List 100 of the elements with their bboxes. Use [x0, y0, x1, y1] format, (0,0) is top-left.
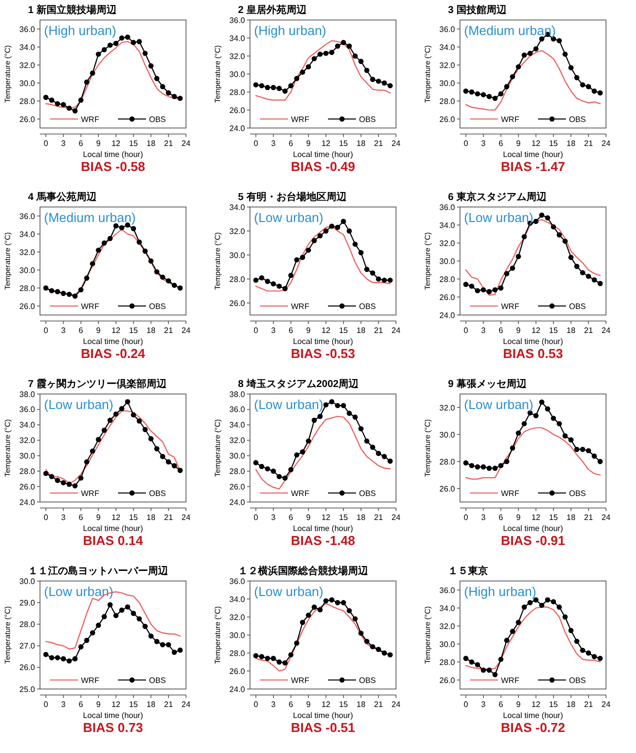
x-tick-label: 12	[321, 139, 331, 148]
x-tick-label: 3	[481, 326, 486, 335]
x-tick-label: 15	[338, 700, 348, 709]
point	[598, 280, 603, 286]
x-tick-label: 0	[464, 326, 469, 335]
annotation: (Low urban)	[464, 397, 534, 412]
x-tick-label: 6	[498, 513, 504, 522]
point	[125, 34, 130, 40]
point	[317, 52, 323, 57]
point	[43, 652, 48, 658]
x-tick-label: 21	[584, 326, 594, 335]
point	[370, 644, 376, 650]
point	[556, 604, 562, 610]
point	[78, 287, 84, 292]
point	[60, 290, 66, 296]
point	[178, 96, 183, 101]
point	[480, 464, 486, 470]
point	[463, 460, 468, 466]
y-tick-label: 36.0	[439, 202, 456, 212]
point	[312, 238, 317, 244]
y-tick-label: 26.0	[439, 676, 456, 685]
point	[580, 270, 586, 276]
chart-title: 2 皇居外苑周辺	[238, 4, 308, 16]
point	[306, 64, 311, 70]
point	[113, 411, 119, 417]
point	[259, 464, 264, 470]
y-tick-label: 26.0	[439, 114, 456, 124]
point	[550, 599, 556, 604]
point	[346, 410, 352, 416]
point	[142, 248, 148, 254]
point	[84, 276, 90, 281]
annotation: (Low urban)	[254, 397, 324, 412]
point	[376, 646, 382, 652]
point	[312, 604, 317, 610]
y-tick-label: 28.0	[229, 466, 246, 476]
point	[107, 42, 113, 48]
point	[323, 228, 329, 234]
legend-label: OBS	[359, 302, 376, 311]
point	[49, 98, 54, 103]
y-tick-label: 32.0	[439, 60, 456, 70]
point	[510, 74, 516, 80]
chart-title: 5 有明・お台場地区周辺	[238, 191, 348, 203]
y-tick-label: 25.0	[19, 684, 36, 694]
y-tick-label: 24.0	[439, 310, 456, 320]
point	[54, 289, 60, 294]
x-axis-title: Local time (hour)	[502, 337, 564, 346]
point	[72, 656, 78, 662]
x-tick-label: 6	[78, 513, 84, 522]
point	[78, 475, 84, 481]
point	[66, 106, 72, 111]
point	[282, 286, 288, 292]
point	[282, 475, 288, 481]
point	[516, 430, 521, 436]
x-tick-label: 18	[566, 513, 576, 522]
point	[533, 218, 539, 224]
x-tick-label: 12	[531, 326, 541, 335]
text: BIAS -0.49	[290, 159, 356, 174]
point	[340, 218, 346, 224]
point	[498, 285, 504, 291]
point	[469, 284, 474, 289]
annotation: (Low urban)	[254, 584, 324, 599]
x-tick-label: 9	[516, 139, 522, 148]
y-tick-label: 26.0	[229, 482, 246, 492]
point	[550, 416, 556, 421]
x-tick-label: 0	[44, 513, 49, 522]
x-tick-label: 15	[548, 700, 558, 709]
point	[364, 68, 370, 73]
x-tick-label: 0	[44, 139, 49, 148]
annotation: (High urban)	[464, 584, 536, 599]
point	[562, 614, 568, 620]
y-tick-label: 24.0	[229, 124, 246, 133]
text: BIAS -0.24	[80, 346, 146, 361]
point	[388, 278, 393, 283]
x-tick-label: 12	[321, 326, 331, 335]
point	[43, 285, 48, 291]
text: BIAS -0.53	[290, 346, 356, 361]
y-tick-label: 34.0	[439, 42, 456, 52]
point	[259, 83, 264, 88]
point	[300, 70, 306, 75]
point	[480, 668, 486, 673]
point	[160, 454, 166, 460]
x-tick-label: 3	[61, 139, 66, 148]
point	[102, 428, 107, 433]
x-axis-title: Local time (hour)	[82, 337, 144, 346]
x-tick-label: 12	[531, 513, 541, 522]
point	[49, 655, 54, 660]
point	[136, 39, 142, 44]
point	[90, 448, 96, 454]
point	[340, 600, 346, 606]
chart-title: 9 幕張メッセ周辺	[448, 378, 528, 390]
y-tick-label: 26.0	[229, 106, 246, 115]
x-tick-label: 18	[146, 700, 156, 709]
point	[300, 449, 306, 454]
point	[586, 84, 592, 90]
x-tick-label: 24	[602, 513, 611, 522]
point	[166, 90, 172, 96]
point	[329, 50, 334, 55]
point	[329, 224, 334, 229]
point	[539, 212, 544, 218]
point	[574, 264, 580, 269]
